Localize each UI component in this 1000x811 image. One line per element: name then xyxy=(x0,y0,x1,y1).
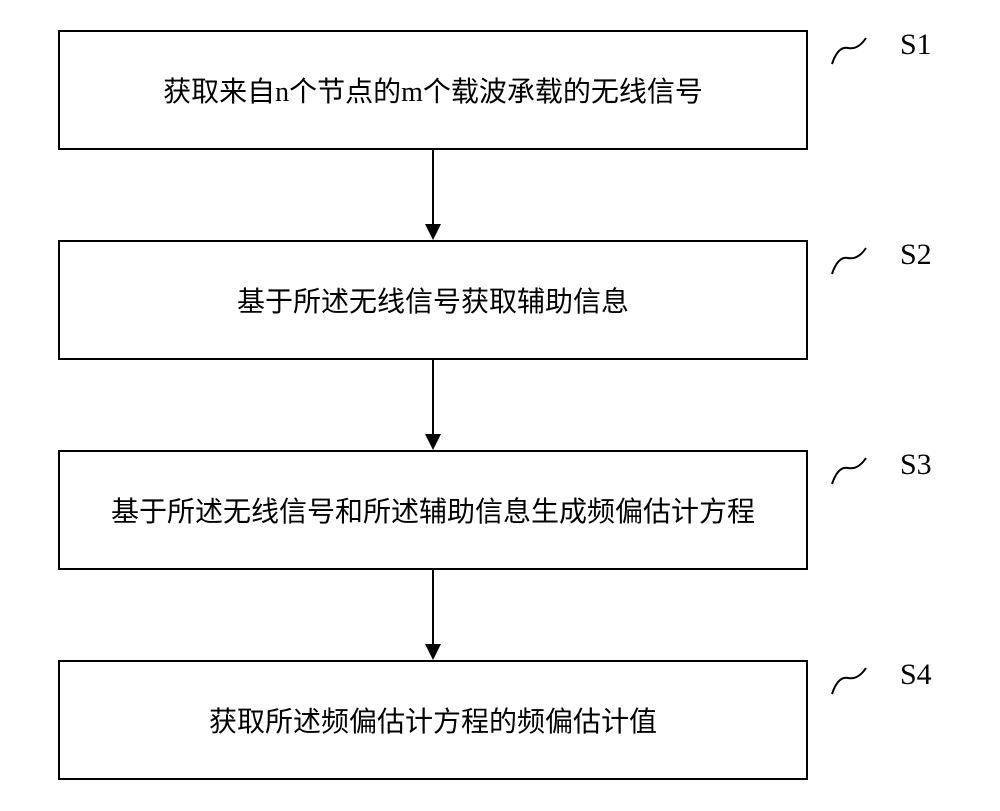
step-text-s4: 获取所述频偏估计方程的频偏估计值 xyxy=(209,700,657,740)
step-label-text-s4: S4 xyxy=(900,658,932,691)
step-text-s2: 基于所述无线信号获取辅助信息 xyxy=(237,280,629,320)
arrow-head-2 xyxy=(425,434,441,450)
step-box-s1: 获取来自n个节点的m个载波承载的无线信号 xyxy=(58,30,808,150)
label-connector-s3 xyxy=(830,456,870,486)
flowchart-canvas: 获取来自n个节点的m个载波承载的无线信号 S1 基于所述无线信号获取辅助信息 S… xyxy=(0,0,1000,811)
step-label-s4: S4 xyxy=(900,658,932,692)
step-text-s3: 基于所述无线信号和所述辅助信息生成频偏估计方程 xyxy=(111,490,755,530)
arrow-1 xyxy=(432,150,434,224)
step-box-s3: 基于所述无线信号和所述辅助信息生成频偏估计方程 xyxy=(58,450,808,570)
arrow-head-1 xyxy=(425,224,441,240)
step-label-text-s1: S1 xyxy=(900,28,932,61)
step-text-s1: 获取来自n个节点的m个载波承载的无线信号 xyxy=(163,70,703,110)
step-label-text-s3: S3 xyxy=(900,448,932,481)
step-label-s1: S1 xyxy=(900,28,932,62)
label-connector-s4 xyxy=(830,666,870,696)
label-connector-s1 xyxy=(830,36,870,66)
label-connector-s2 xyxy=(830,246,870,276)
arrow-head-3 xyxy=(425,644,441,660)
step-label-s3: S3 xyxy=(900,448,932,482)
arrow-2 xyxy=(432,360,434,434)
step-label-text-s2: S2 xyxy=(900,238,932,271)
step-box-s2: 基于所述无线信号获取辅助信息 xyxy=(58,240,808,360)
step-label-s2: S2 xyxy=(900,238,932,272)
arrow-3 xyxy=(432,570,434,644)
step-box-s4: 获取所述频偏估计方程的频偏估计值 xyxy=(58,660,808,780)
